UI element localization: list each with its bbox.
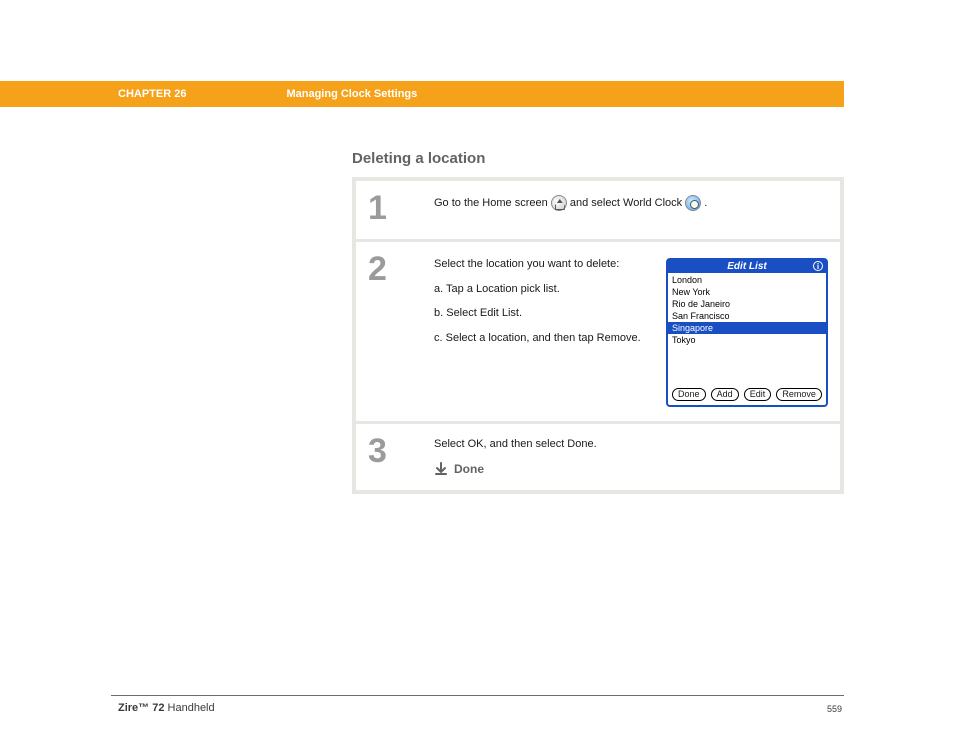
step-number: 1 bbox=[356, 191, 434, 225]
step-text-column: Select the location you want to delete: … bbox=[434, 256, 648, 354]
step-body: Select OK, and then select Done. Done bbox=[434, 434, 840, 476]
info-icon[interactable]: i bbox=[813, 261, 823, 271]
step-number: 2 bbox=[356, 252, 434, 407]
done-button[interactable]: Done bbox=[672, 388, 706, 401]
done-row: Done bbox=[434, 462, 828, 476]
step-2: 2 Select the location you want to delete… bbox=[356, 242, 840, 421]
substep-c: c. Select a location, and then tap Remov… bbox=[434, 330, 648, 347]
step-3: 3 Select OK, and then select Done. Done bbox=[356, 424, 840, 490]
chapter-header: CHAPTER 26 Managing Clock Settings bbox=[0, 81, 844, 107]
add-button[interactable]: Add bbox=[711, 388, 739, 401]
edit-list-title: Edit List i bbox=[668, 260, 826, 273]
list-item[interactable]: San Francisco bbox=[668, 310, 826, 322]
location-list: London New York Rio de Janeiro San Franc… bbox=[668, 273, 826, 385]
footer-product-bold: Zire™ 72 bbox=[118, 702, 164, 714]
remove-button[interactable]: Remove bbox=[776, 388, 822, 401]
steps-container: 1 Go to the Home screen and select World… bbox=[352, 177, 844, 494]
home-icon bbox=[551, 195, 567, 211]
step-text: Select OK, and then select Done. bbox=[434, 438, 828, 450]
list-item[interactable]: London bbox=[668, 274, 826, 286]
step-text: Go to the Home screen bbox=[434, 197, 551, 209]
world-clock-icon bbox=[685, 195, 701, 211]
step-intro: Select the location you want to delete: bbox=[434, 256, 648, 273]
down-arrow-icon bbox=[434, 462, 448, 476]
substep-b: b. Select Edit List. bbox=[434, 305, 648, 322]
content-area: Deleting a location 1 Go to the Home scr… bbox=[352, 150, 844, 494]
list-item[interactable]: Tokyo bbox=[668, 334, 826, 346]
edit-list-panel: Edit List i London New York Rio de Janei… bbox=[666, 258, 828, 407]
edit-button[interactable]: Edit bbox=[744, 388, 772, 401]
chapter-label: CHAPTER 26 bbox=[118, 88, 186, 100]
footer-product-rest: Handheld bbox=[164, 702, 214, 714]
step-body: Select the location you want to delete: … bbox=[434, 252, 840, 407]
edit-list-title-text: Edit List bbox=[727, 261, 766, 272]
step-text: . bbox=[704, 197, 707, 209]
page-number: 559 bbox=[827, 704, 842, 714]
section-title: Deleting a location bbox=[352, 150, 844, 167]
step-text: and select World Clock bbox=[570, 197, 685, 209]
step-number: 3 bbox=[356, 434, 434, 476]
list-item[interactable]: New York bbox=[668, 286, 826, 298]
substep-a: a. Tap a Location pick list. bbox=[434, 281, 648, 298]
step-body: Go to the Home screen and select World C… bbox=[434, 191, 840, 225]
done-label: Done bbox=[454, 462, 484, 476]
footer-rule bbox=[111, 695, 844, 696]
step-1: 1 Go to the Home screen and select World… bbox=[356, 181, 840, 239]
list-item[interactable]: Rio de Janeiro bbox=[668, 298, 826, 310]
section-label: Managing Clock Settings bbox=[286, 88, 417, 100]
panel-buttons: Done Add Edit Remove bbox=[668, 385, 826, 405]
footer-product: Zire™ 72 Handheld bbox=[118, 702, 215, 714]
list-item-selected[interactable]: Singapore bbox=[668, 322, 826, 334]
